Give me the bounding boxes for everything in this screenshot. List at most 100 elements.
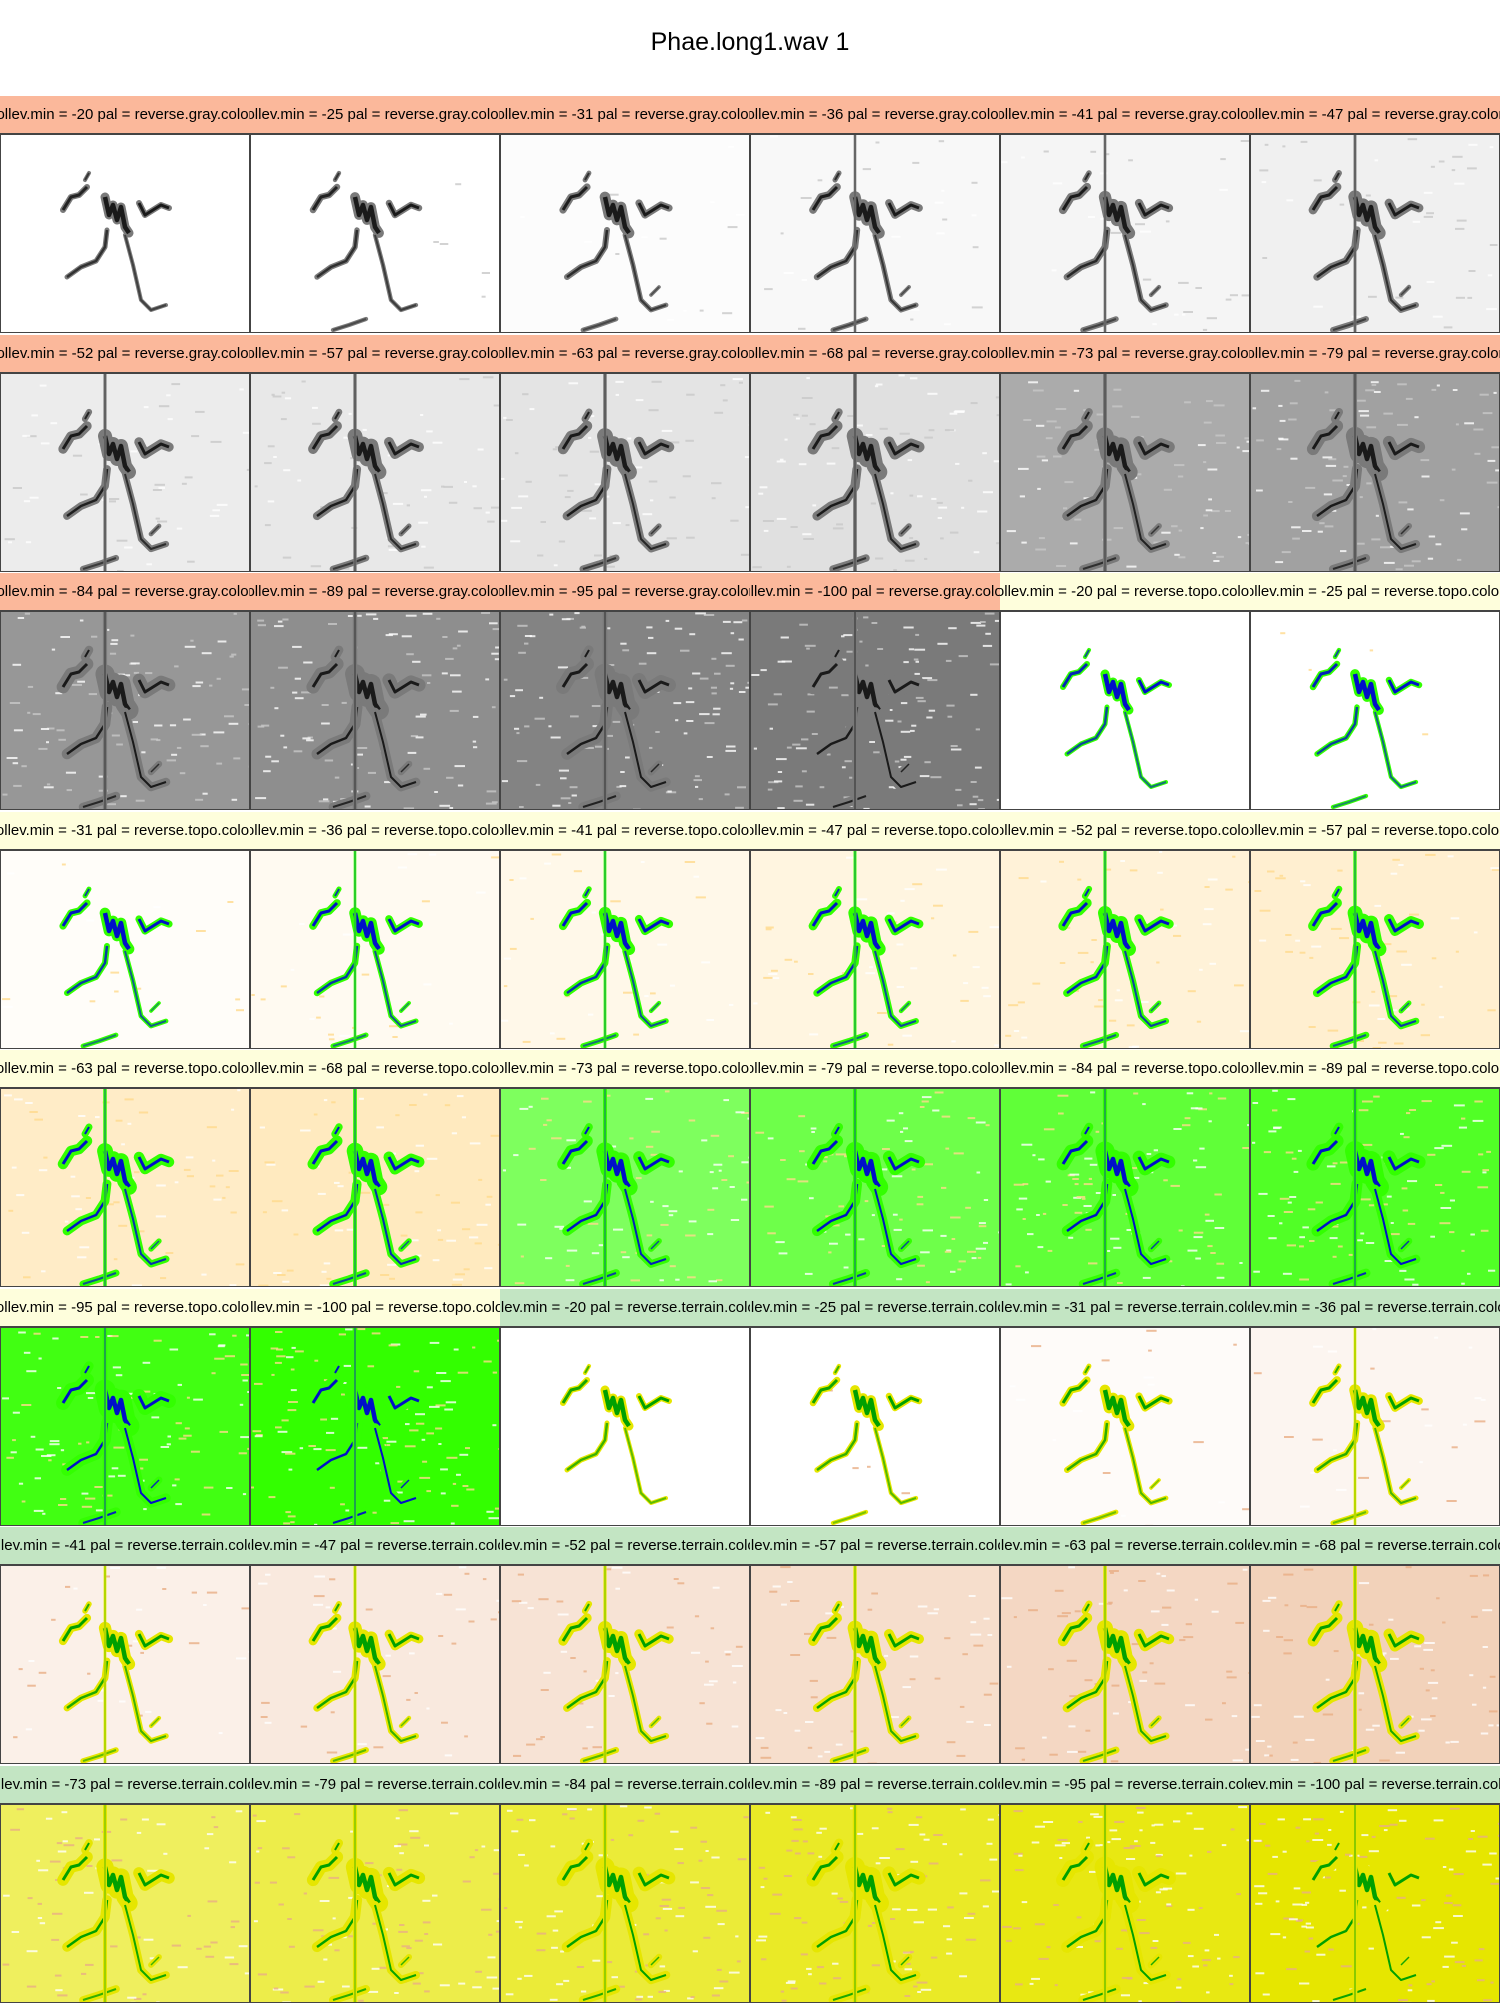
noise-speck (751, 674, 759, 676)
noise-speck (157, 1823, 166, 1825)
noise-speck (87, 1673, 90, 1675)
noise-speck (446, 1401, 456, 1403)
spectrogram-panel: collev.min = -100 pal = reverse.topo.col… (250, 1289, 500, 1527)
noise-speck (911, 725, 916, 727)
noise-speck (713, 708, 720, 710)
noise-speck (1356, 399, 1366, 401)
noise-speck (951, 1503, 956, 1505)
noise-speck (156, 2001, 160, 2002)
noise-speck (1283, 1574, 1293, 1576)
noise-speck (1371, 381, 1379, 383)
noise-speck (1225, 888, 1233, 890)
noise-speck (869, 741, 875, 743)
noise-speck (843, 634, 852, 636)
noise-speck (1388, 1809, 1397, 1811)
noise-speck (891, 1716, 899, 1718)
noise-speck (13, 762, 19, 764)
noise-speck (1454, 1104, 1465, 1106)
noise-speck (863, 616, 868, 618)
noise-speck (13, 1411, 20, 1413)
noise-speck (689, 1220, 697, 1222)
noise-speck (809, 1197, 814, 1199)
noise-speck (1014, 1616, 1017, 1618)
noise-speck (520, 216, 524, 218)
noise-speck (1150, 1662, 1154, 1664)
noise-speck (787, 1178, 796, 1180)
noise-speck (1280, 874, 1284, 876)
noise-speck (452, 1132, 457, 1134)
noise-speck (131, 662, 140, 664)
noise-speck (701, 1887, 710, 1889)
noise-speck (325, 760, 333, 762)
noise-speck (536, 1738, 543, 1740)
noise-speck (1441, 1207, 1452, 1209)
noise-speck (1408, 1984, 1412, 1986)
noise-speck (1430, 1715, 1436, 1717)
spectrogram-panel: collev.min = -52 pal = reverse.gray.colo… (0, 335, 250, 573)
noise-speck (951, 1040, 955, 1042)
noise-speck (423, 983, 431, 985)
panel-strip-label: collev.min = -52 pal = reverse.topo.colo… (1000, 822, 1250, 839)
noise-speck (423, 613, 433, 615)
noise-speck (1028, 1609, 1038, 1611)
noise-speck (566, 1265, 570, 1267)
noise-speck (1133, 1093, 1138, 1095)
spectrogram-panel: collev.min = -68 pal = reverse.gray.colo… (750, 335, 1000, 573)
noise-speck (1461, 1250, 1464, 1252)
noise-speck (699, 1859, 703, 1861)
noise-speck (1188, 990, 1196, 992)
noise-speck (1395, 297, 1403, 299)
noise-speck (713, 1587, 720, 1589)
noise-speck (394, 1992, 399, 1994)
noise-speck (84, 1891, 94, 1893)
noise-speck (590, 450, 599, 452)
noise-speck (282, 1847, 290, 1849)
noise-speck (780, 1159, 786, 1161)
noise-speck (1399, 1270, 1406, 1272)
noise-speck (1326, 1876, 1331, 1878)
noise-speck (38, 748, 47, 750)
noise-speck (95, 1336, 99, 1338)
noise-speck (226, 1487, 232, 1489)
noise-speck (306, 739, 314, 741)
spectrogram-plot (750, 1088, 1000, 1287)
noise-speck (1359, 1692, 1365, 1694)
noise-speck (711, 1135, 720, 1137)
noise-speck (1437, 384, 1440, 386)
noise-speck (1443, 1866, 1446, 1868)
noise-speck (432, 1894, 438, 1896)
noise-speck (1139, 1932, 1149, 1934)
noise-speck (1339, 937, 1349, 939)
noise-speck (1154, 1149, 1158, 1151)
noise-speck (450, 674, 461, 676)
noise-speck (924, 557, 927, 559)
noise-speck (442, 636, 447, 638)
noise-speck (1436, 543, 1442, 545)
noise-speck (1384, 561, 1395, 563)
noise-speck (1113, 388, 1121, 390)
noise-speck (38, 1869, 48, 1871)
noise-speck (1424, 216, 1433, 218)
noise-speck (609, 1695, 615, 1697)
noise-speck (487, 790, 497, 792)
noise-speck (1215, 1227, 1225, 1229)
noise-speck (1291, 526, 1301, 528)
noise-speck (343, 933, 353, 935)
noise-speck (1185, 1117, 1191, 1119)
noise-speck (764, 1877, 768, 1879)
noise-speck (950, 1217, 961, 1219)
noise-speck (110, 653, 116, 655)
noise-speck (326, 1606, 331, 1608)
noise-speck (1100, 1844, 1103, 1846)
noise-speck (1326, 1679, 1330, 1681)
noise-speck (459, 1453, 468, 1455)
noise-speck (34, 1509, 44, 1511)
noise-speck (1115, 999, 1123, 1001)
noise-speck (1001, 161, 1007, 163)
spectrogram-panel: collev.min = -63 pal = reverse.topo.colo… (0, 1050, 250, 1288)
noise-speck (34, 1332, 41, 1334)
noise-speck (255, 485, 258, 487)
noise-speck (406, 1699, 410, 1701)
noise-speck (1453, 389, 1458, 391)
noise-speck (258, 1847, 262, 1849)
